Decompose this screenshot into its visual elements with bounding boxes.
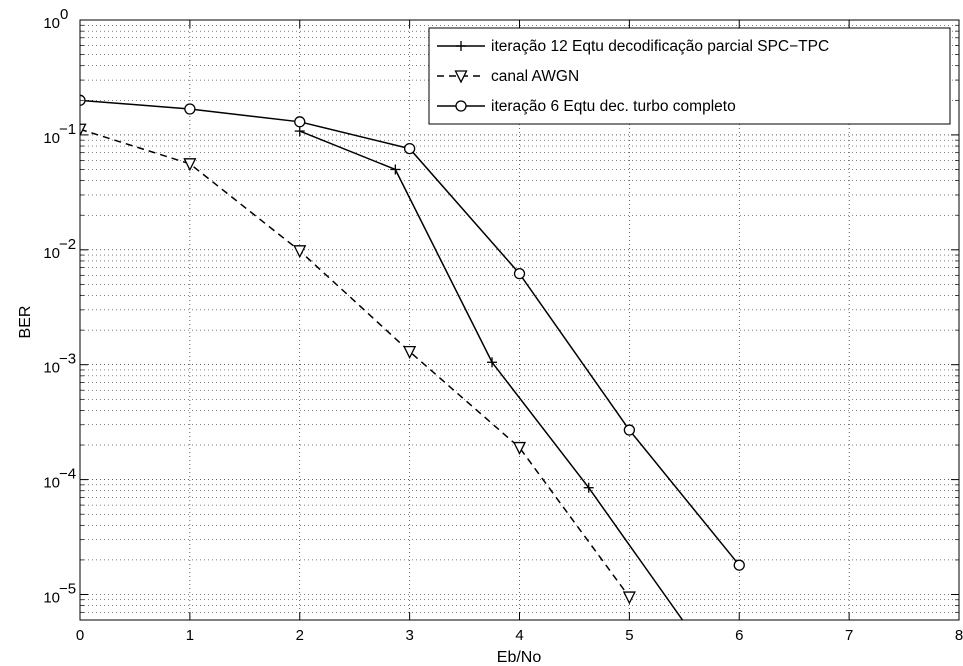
x-tick-label: 8 [955,627,963,644]
data-point [623,424,636,436]
y-tick-exponent: −3 [59,351,76,368]
legend-marker [455,100,467,112]
data-point [390,164,401,175]
data-point [184,103,196,115]
data-point [513,268,526,280]
data-point [80,123,87,137]
legend-box [428,27,951,125]
data-point [622,591,636,605]
x-tick-label: 2 [296,627,304,644]
legend-marker [456,41,466,51]
data-point [183,158,197,172]
y-tick-exponent: −4 [59,466,76,483]
y-axis-label: BER [17,306,34,339]
y-tick-exponent: −5 [59,581,76,598]
legend-label: canal AWGN [491,68,579,85]
legend-marker [454,70,468,84]
data-point [487,357,498,368]
x-tick-label: 6 [735,627,743,644]
x-tick-label: 5 [625,627,633,644]
series-layer [80,94,745,620]
y-tick-label: 10 [43,130,60,147]
y-tick-label: 10 [43,590,60,607]
series-line [80,128,630,598]
x-tick-label: 4 [515,627,523,644]
series-2 [80,123,636,605]
y-tick-exponent: −2 [59,236,76,253]
y-tick-exponent: 0 [60,6,68,23]
ticks-layer [79,19,960,620]
series-1 [294,126,684,620]
y-tick-exponent: −1 [59,121,76,138]
x-tick-label: 3 [405,627,413,644]
y-tick-label: 10 [43,245,60,262]
x-axis-label: Eb/No [497,649,542,666]
y-tick-label: 10 [43,475,60,492]
y-tick-label: 10 [43,15,60,32]
y-tick-label: 10 [43,360,60,377]
data-point [512,441,527,456]
x-tick-label: 7 [845,627,853,644]
data-point [733,559,745,571]
x-tick-label: 0 [76,627,84,644]
legend: iteração 12 Eqtu decodificação parcial S… [428,27,951,125]
series-3 [80,94,745,571]
data-point [403,345,417,360]
data-point [294,126,305,137]
data-point [294,116,306,128]
legend-label: iteração 6 Eqtu dec. turbo completo [491,98,736,115]
x-tick-labels: 0 1 2 3 4 5 6 7 8 [76,627,963,644]
data-point [293,245,307,259]
legend-label: iteração 12 Eqtu decodificação parcial S… [491,38,829,55]
data-point [583,482,594,493]
data-point [403,142,416,155]
x-tick-label: 1 [186,627,194,644]
